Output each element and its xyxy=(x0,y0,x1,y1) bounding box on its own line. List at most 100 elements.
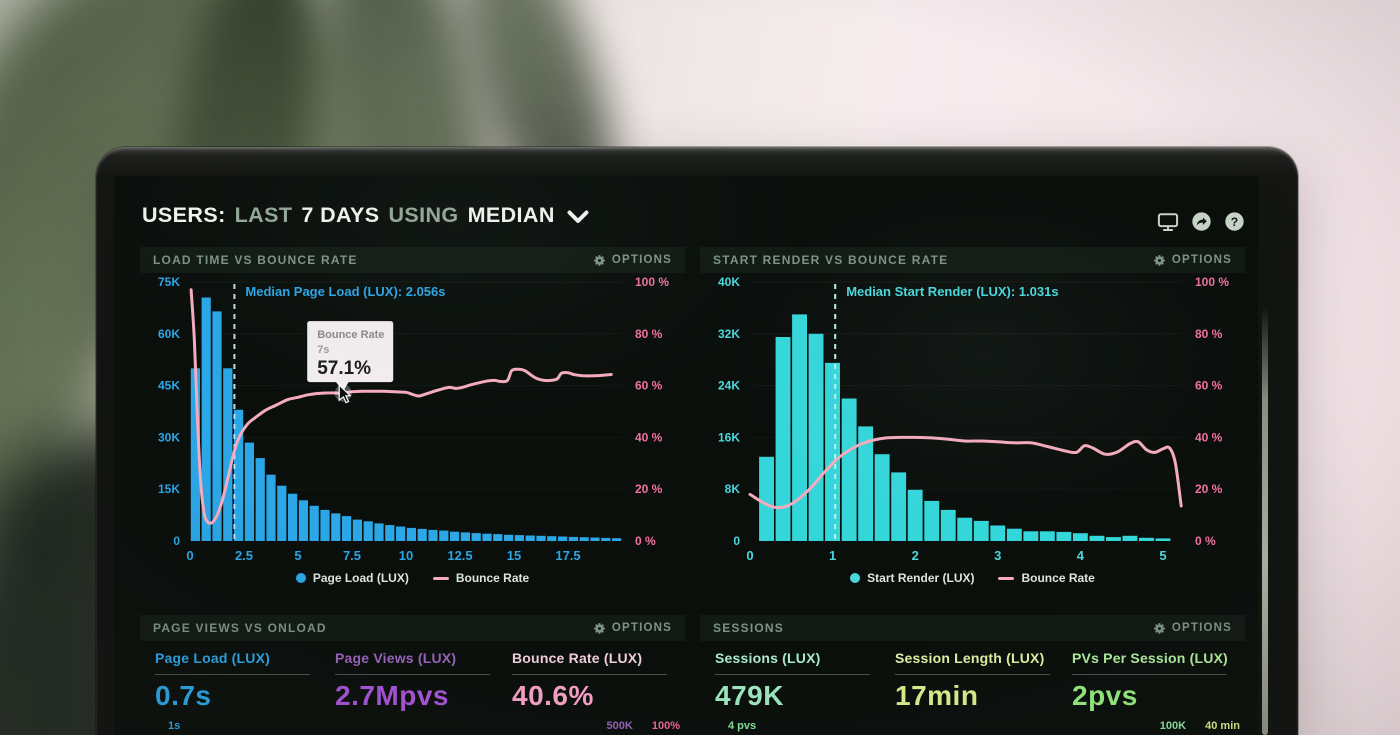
svg-text:80 %: 80 % xyxy=(1195,327,1223,341)
chart-legend: Start Render (LUX) Bounce Rate xyxy=(700,567,1245,589)
svg-text:15K: 15K xyxy=(158,482,180,496)
metric-sub-value: 100% xyxy=(651,720,680,732)
legend-item-page-load[interactable]: Page Load (LUX) xyxy=(295,571,409,585)
metric-sub-value: 40 min xyxy=(1205,720,1240,732)
chevron-down-icon xyxy=(567,210,589,224)
svg-text:0: 0 xyxy=(733,534,740,548)
laptop-bezel: USERS: LAST 7 DAYS USING MEDIAN xyxy=(96,147,1298,735)
options-label: OPTIONS xyxy=(611,622,672,634)
series-line-mark xyxy=(432,576,449,580)
options-button[interactable]: OPTIONS xyxy=(1153,254,1232,267)
metric-label: Bounce Rate (LUX) xyxy=(512,650,643,666)
metric-label: Sessions (LUX) xyxy=(715,650,821,666)
svg-text:Median Page Load (LUX): 2.056s: Median Page Load (LUX): 2.056s xyxy=(245,284,445,299)
options-button[interactable]: OPTIONS xyxy=(593,254,672,267)
metric-sub-value: 100K xyxy=(1159,720,1187,732)
chart-legend: Page Load (LUX) Bounce Rate xyxy=(140,567,685,589)
svg-text:Median Start Render (LUX): 1.0: Median Start Render (LUX): 1.031s xyxy=(846,284,1058,299)
svg-text:16K: 16K xyxy=(718,430,740,444)
svg-text:7s: 7s xyxy=(317,344,329,356)
svg-text:2: 2 xyxy=(912,548,919,563)
options-button[interactable]: OPTIONS xyxy=(593,622,672,635)
users-median-dropdown[interactable]: USERS: LAST 7 DAYS USING MEDIAN xyxy=(142,203,589,228)
legend-label: Bounce Rate xyxy=(455,571,530,585)
load-time-chart[interactable]: Median Page Load (LUX): 2.056s 75K 60K 45K 3… xyxy=(140,273,685,565)
svg-text:0: 0 xyxy=(173,534,180,548)
svg-text:24K: 24K xyxy=(718,379,740,393)
series-line-mark xyxy=(998,576,1015,580)
divider xyxy=(155,674,310,675)
header-segment: LAST xyxy=(234,203,293,227)
metric-sub-value: 500K xyxy=(606,720,633,732)
metric-sub-value: 1s xyxy=(168,720,181,732)
legend-label: Start Render (LUX) xyxy=(867,571,975,585)
panel-title: PAGE VIEWS VS ONLOAD xyxy=(153,621,327,635)
svg-text:20 %: 20 % xyxy=(1195,482,1223,496)
svg-text:8K: 8K xyxy=(725,482,741,496)
metric-value: 479K xyxy=(715,680,784,711)
legend-item-bounce-rate[interactable]: Bounce Rate xyxy=(432,571,530,585)
svg-text:0 %: 0 % xyxy=(1195,534,1216,548)
metric-value: 0.7s xyxy=(155,680,212,711)
svg-text:60K: 60K xyxy=(158,327,180,341)
svg-text:5: 5 xyxy=(294,548,301,563)
series-dot xyxy=(850,573,861,583)
options-button[interactable]: OPTIONS xyxy=(1153,622,1232,635)
svg-text:Bounce Rate: Bounce Rate xyxy=(317,329,384,341)
metric-pvs-per-session: PVs Per Session (LUX) 2pvs 100K 40 min xyxy=(1072,650,1240,732)
svg-text:15: 15 xyxy=(507,548,521,563)
metric-subvalues: 500K 100% xyxy=(512,720,681,732)
metric-value: 40.6% xyxy=(512,680,594,711)
metric-label: Session Length (LUX) xyxy=(895,650,1045,666)
divider xyxy=(335,674,490,675)
svg-text:0: 0 xyxy=(746,548,753,563)
share-icon[interactable] xyxy=(1191,211,1212,232)
svg-text:4: 4 xyxy=(1077,548,1085,563)
svg-text:40 %: 40 % xyxy=(1195,430,1223,444)
metric-value: 17min xyxy=(895,680,979,711)
panel-load-time: LOAD TIME VS BOUNCE RATE OPTIONS Median … xyxy=(140,247,685,589)
divider xyxy=(895,674,1050,675)
header-segment: USING xyxy=(388,203,459,227)
legend-item-start-render[interactable]: Start Render (LUX) xyxy=(850,571,974,585)
metric-page-load: Page Load (LUX) 0.7s 1s xyxy=(155,650,335,732)
panel-header: SESSIONS OPTIONS xyxy=(700,615,1245,641)
svg-text:3: 3 xyxy=(994,548,1001,563)
svg-text:40 %: 40 % xyxy=(635,430,663,444)
metric-sessions: Sessions (LUX) 479K 4 pvs xyxy=(715,650,895,732)
panel-start-render: START RENDER VS BOUNCE RATE OPTIONS Medi… xyxy=(700,247,1245,589)
metric-session-length: Session Length (LUX) 17min xyxy=(895,650,1072,732)
metric-sub-value: 4 pvs xyxy=(728,720,757,732)
legend-item-bounce-rate[interactable]: Bounce Rate xyxy=(998,571,1095,585)
series-dot xyxy=(295,573,306,583)
divider xyxy=(1072,674,1227,675)
gear-icon xyxy=(593,254,605,266)
svg-text:40K: 40K xyxy=(718,275,740,289)
panel-page-views: PAGE VIEWS VS ONLOAD OPTIONS Page Load (… xyxy=(140,615,685,732)
start-render-chart[interactable]: Median Start Render (LUX): 1.031s 40K 32K 2… xyxy=(700,273,1245,565)
header-segment: MEDIAN xyxy=(467,203,555,227)
svg-text:100 %: 100 % xyxy=(1195,275,1229,289)
metric-subvalues: 1s xyxy=(155,720,335,732)
svg-text:2.5: 2.5 xyxy=(235,548,253,563)
svg-text:7.5: 7.5 xyxy=(343,548,361,563)
svg-text:100 %: 100 % xyxy=(635,275,669,289)
display-icon[interactable] xyxy=(1157,212,1179,232)
metric-page-views: Page Views (LUX) 2.7Mpvs xyxy=(335,650,512,732)
metric-label: PVs Per Session (LUX) xyxy=(1072,650,1228,666)
metric-value: 2pvs xyxy=(1072,680,1138,711)
svg-text:75K: 75K xyxy=(158,275,180,289)
help-icon[interactable]: ? xyxy=(1224,211,1245,232)
svg-text:30K: 30K xyxy=(158,430,180,444)
screen-edge-reflection xyxy=(1262,307,1268,735)
svg-text:0: 0 xyxy=(186,548,193,563)
svg-text:32K: 32K xyxy=(718,327,740,341)
svg-text:45K: 45K xyxy=(158,379,180,393)
svg-text:10: 10 xyxy=(399,548,413,563)
panel-header: PAGE VIEWS VS ONLOAD OPTIONS xyxy=(140,615,685,641)
svg-text:57.1%: 57.1% xyxy=(317,358,371,379)
metric-subvalues: 100K 40 min xyxy=(1072,720,1240,732)
metric-subvalues: 4 pvs xyxy=(715,720,895,732)
panel-title: SESSIONS xyxy=(713,621,784,635)
